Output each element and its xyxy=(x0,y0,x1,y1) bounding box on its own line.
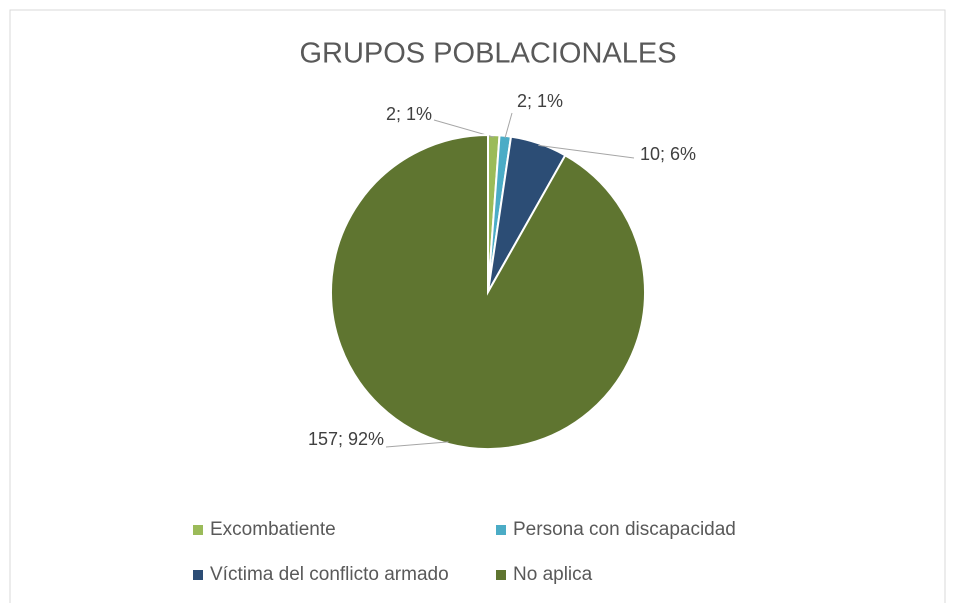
chart-title: GRUPOS POBLACIONALES xyxy=(299,38,676,70)
chart-frame xyxy=(9,9,946,603)
leader-line xyxy=(504,112,513,139)
data-label: 10; 6% xyxy=(640,144,696,164)
data-label: 2; 1% xyxy=(517,91,563,111)
legend-swatch xyxy=(193,570,203,580)
leader-line xyxy=(538,144,635,159)
pie-slice xyxy=(330,133,646,450)
data-label: 2; 1% xyxy=(386,104,432,124)
data-label: 157; 92% xyxy=(308,429,384,449)
leader-line xyxy=(385,441,449,448)
legend-label: Víctima del conflicto armado xyxy=(210,564,449,585)
legend-swatch xyxy=(496,570,506,580)
legend-label: No aplica xyxy=(513,564,593,585)
legend-swatch xyxy=(193,525,203,535)
legend-label: Persona con discapacidad xyxy=(513,519,736,540)
legend-label: Excombatiente xyxy=(210,519,336,540)
legend-swatch xyxy=(496,525,506,535)
